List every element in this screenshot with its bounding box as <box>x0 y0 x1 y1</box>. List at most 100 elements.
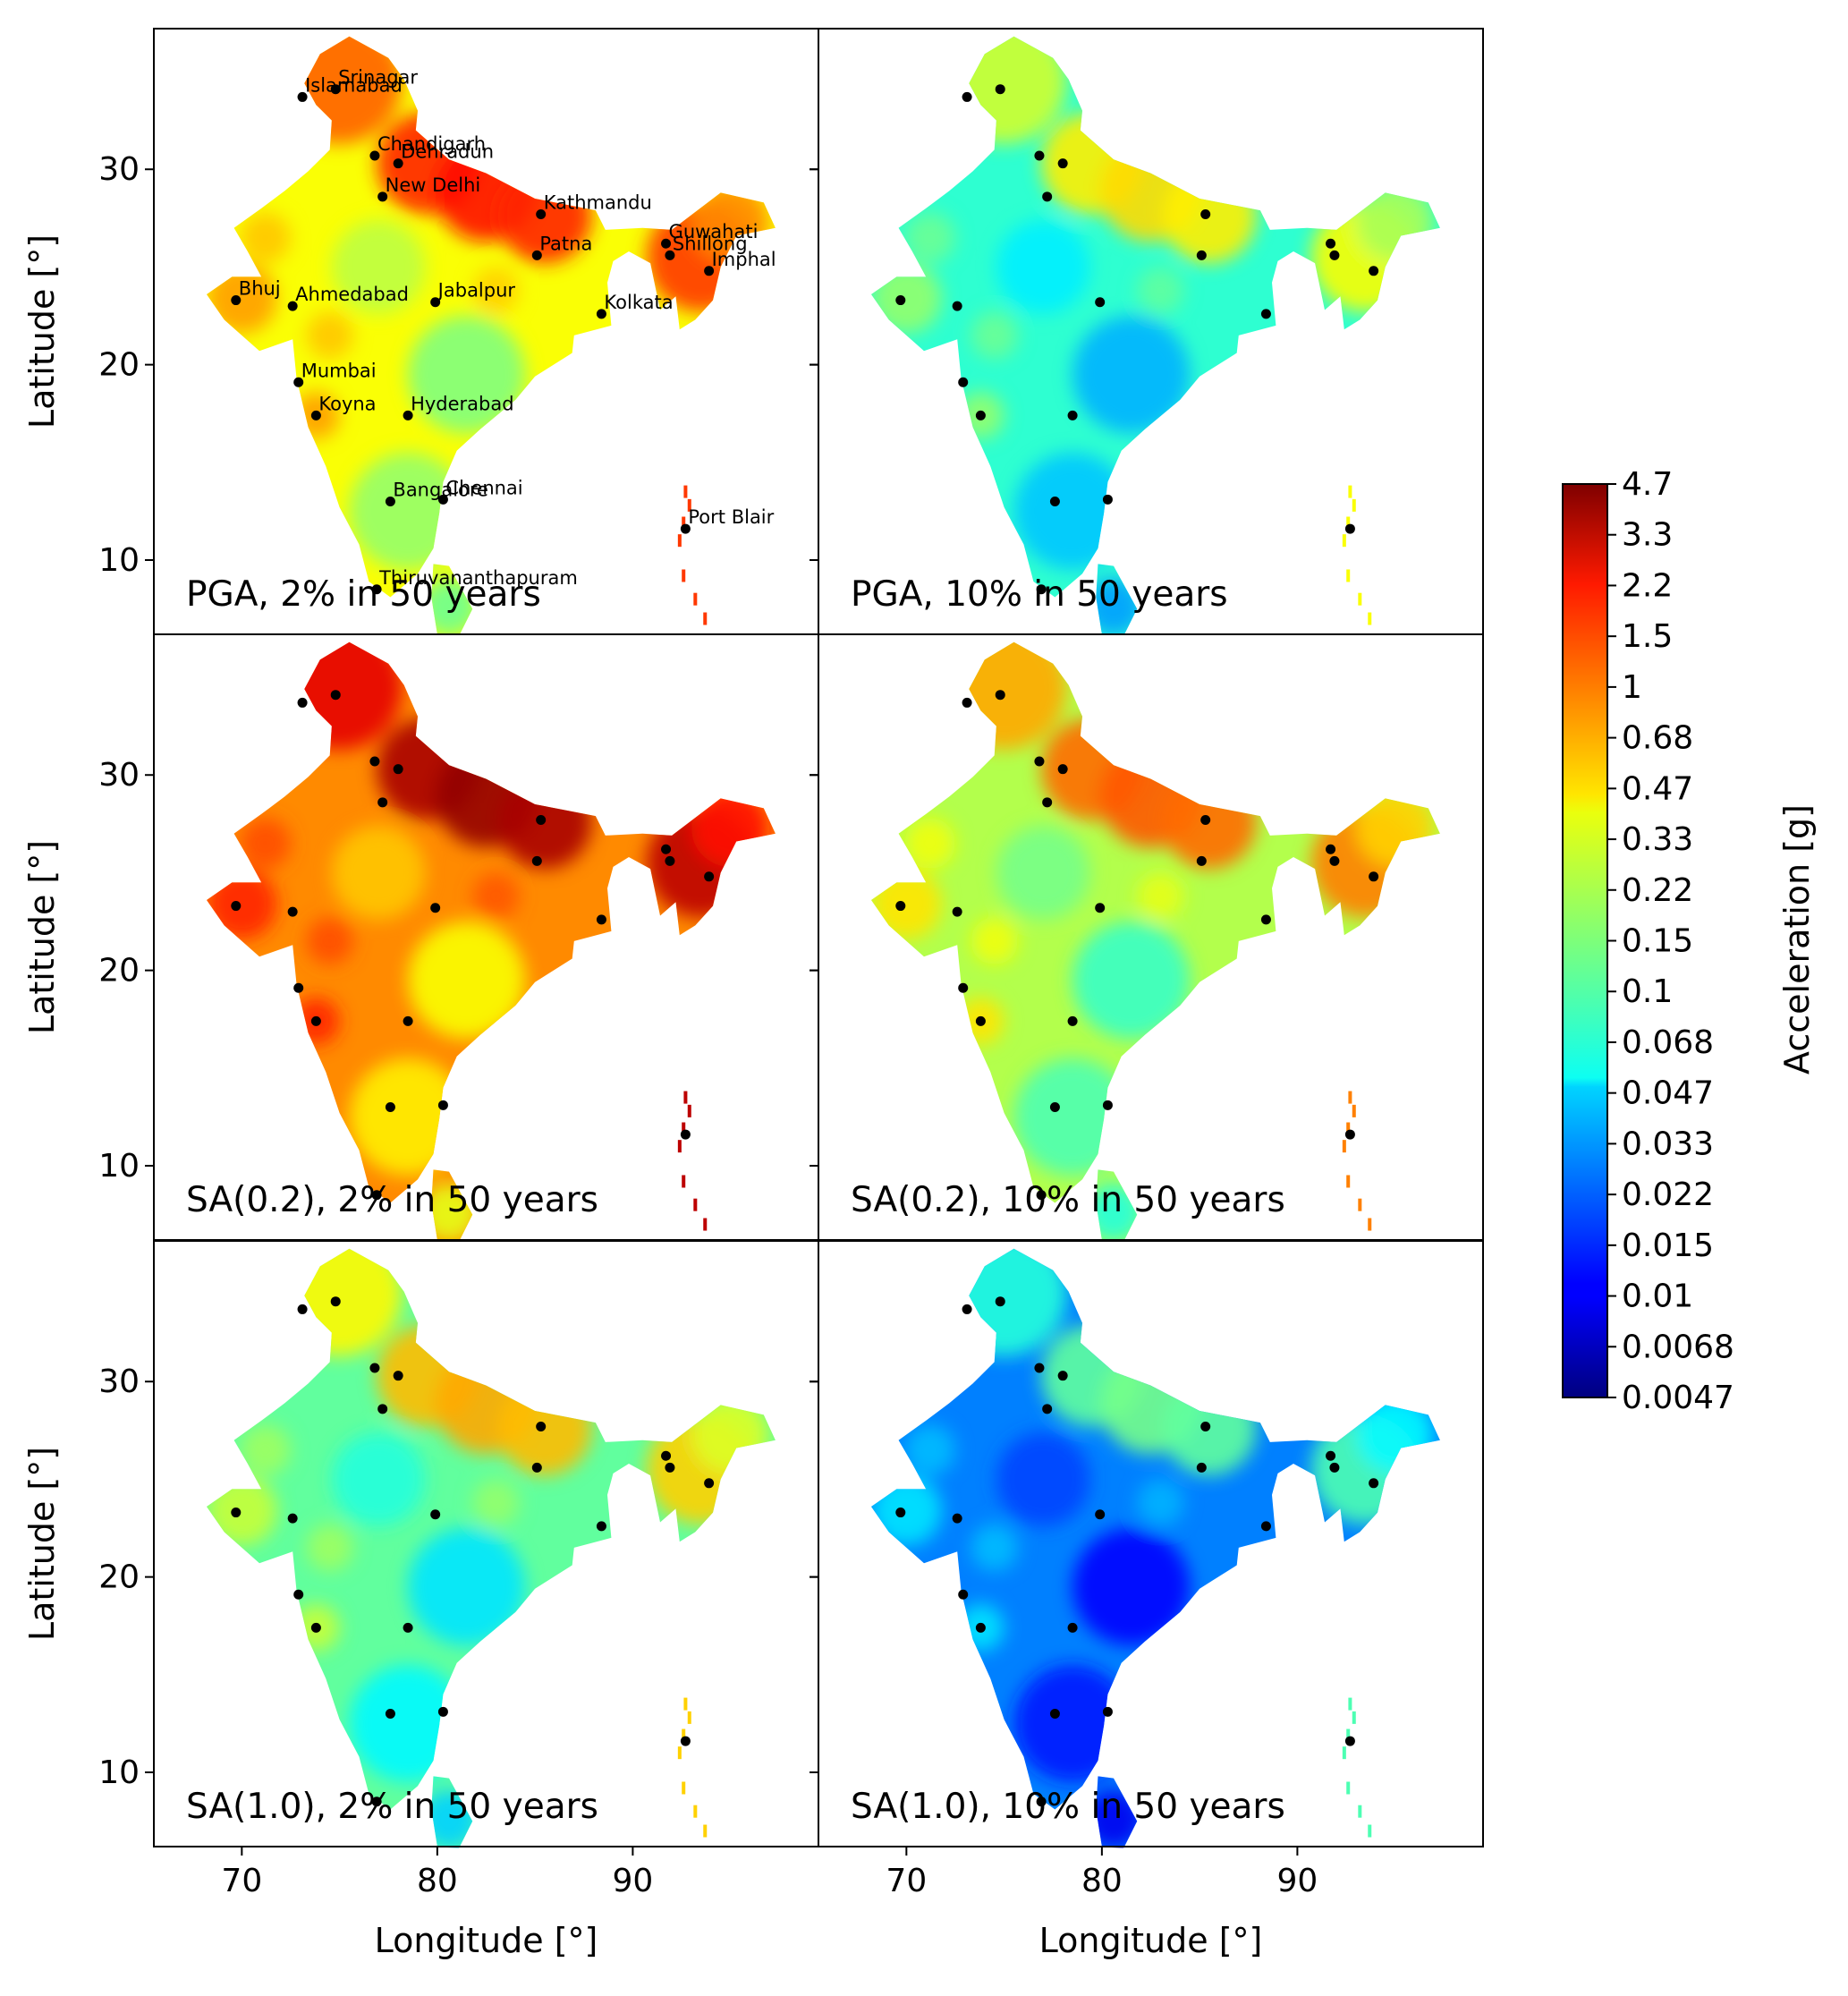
island-marker <box>1368 1218 1372 1231</box>
city-marker <box>1057 1371 1068 1381</box>
city-marker <box>661 238 672 249</box>
x-tick-label: 90 <box>1276 1863 1318 1899</box>
city-marker <box>393 1371 403 1381</box>
colorbar-tick-label: 0.15 <box>1622 923 1693 960</box>
y-axis-title: Latitude [°] <box>22 1447 62 1641</box>
city-label: Koyna <box>318 393 376 414</box>
island-marker <box>1358 1198 1362 1211</box>
city-marker <box>369 150 380 161</box>
hazard-high-zone <box>240 818 291 870</box>
city-marker <box>310 1622 321 1633</box>
hazard-low-zone <box>331 219 426 314</box>
island-marker <box>682 1781 686 1795</box>
y-tick-label: 30 <box>98 757 140 794</box>
city-marker <box>287 906 298 917</box>
y-tick-label: 20 <box>98 953 140 990</box>
city-marker <box>596 1521 606 1532</box>
island-marker <box>677 534 682 548</box>
city-marker <box>531 855 542 866</box>
hazard-low-zone <box>1072 921 1191 1040</box>
city-marker <box>385 496 395 506</box>
map-panel-sa02-2: SA(0.2), 2% in 50 years 10 20 30 <box>98 633 819 1243</box>
city-label: Thiruvananthapuram <box>378 567 578 589</box>
city-marker <box>661 1450 672 1461</box>
city-marker <box>665 250 675 260</box>
island-marker <box>703 612 708 625</box>
island-marker <box>1358 592 1362 606</box>
island-marker <box>1348 485 1352 498</box>
city-marker <box>958 1589 969 1600</box>
city-marker <box>1067 1015 1078 1026</box>
city-marker <box>1326 844 1336 854</box>
city-marker <box>1042 1404 1053 1414</box>
city-marker <box>895 1508 906 1518</box>
hazard-high-zone <box>904 212 955 264</box>
city-label: Hyderabad <box>411 393 514 414</box>
figure-axes: Latitude [°] Latitude [°] Longitude [°] Lat… <box>22 234 1262 1960</box>
city-marker <box>371 1190 382 1201</box>
hazard-low-zone <box>996 219 1090 314</box>
island-marker <box>683 1697 688 1711</box>
city-marker <box>531 1462 542 1473</box>
city-marker <box>962 91 972 102</box>
city-marker <box>1200 208 1211 219</box>
city-marker <box>1095 297 1106 308</box>
city-marker <box>1049 1101 1060 1112</box>
city-marker <box>1067 1622 1078 1633</box>
map-panel-sa10-10: SA(1.0), 10% in 50 years 70 80 90 <box>810 1240 1484 1899</box>
city-marker <box>430 903 441 913</box>
city-marker <box>310 1015 321 1026</box>
colorbar-tick-label: 0.015 <box>1622 1227 1714 1264</box>
city-marker <box>1329 250 1340 260</box>
city-label: Dehradun <box>401 141 494 163</box>
panel-label: SA(0.2), 10% in 50 years <box>851 1180 1285 1220</box>
colorbar-tick-label: 1.5 <box>1622 618 1673 655</box>
colorbar-tick-label: 0.0068 <box>1622 1329 1734 1365</box>
island-marker <box>682 516 686 530</box>
city-marker <box>1102 1706 1113 1717</box>
hazard-high-zone <box>971 311 1018 360</box>
city-marker <box>287 1513 298 1524</box>
city-marker <box>1042 191 1053 202</box>
x-tick-label: 90 <box>612 1863 653 1899</box>
panel-label: SA(0.2), 2% in 50 years <box>186 1180 598 1220</box>
hazard-low-zone <box>408 921 526 1040</box>
y-tick-label: 10 <box>98 1754 140 1791</box>
island-marker <box>677 1746 682 1760</box>
city-marker <box>952 301 962 311</box>
city-marker <box>330 690 341 701</box>
city-marker <box>1260 309 1271 319</box>
island-marker <box>693 592 698 606</box>
city-marker <box>895 901 906 912</box>
colorbar-tick-label: 4.7 <box>1622 466 1673 503</box>
island-marker <box>1352 1104 1356 1117</box>
panel-label: SA(1.0), 2% in 50 years <box>186 1787 598 1827</box>
city-marker <box>536 814 547 825</box>
city-marker <box>995 84 1005 95</box>
panel-label: PGA, 10% in 50 years <box>851 574 1228 615</box>
hazard-high-zone <box>306 917 353 965</box>
city-marker <box>1196 250 1207 260</box>
island-marker <box>1348 1091 1352 1104</box>
panel-label: SA(1.0), 10% in 50 years <box>851 1787 1285 1827</box>
city-marker <box>385 1708 395 1719</box>
island-marker <box>1342 1746 1346 1760</box>
city-marker <box>1196 1462 1207 1473</box>
hazard-high-zone <box>971 1524 1018 1572</box>
hazard-high-zone <box>904 818 955 870</box>
city-marker <box>377 191 388 202</box>
city-marker <box>437 1706 448 1717</box>
city-marker <box>1057 158 1068 169</box>
city-marker <box>297 91 308 102</box>
x-tick-label: 70 <box>221 1863 262 1899</box>
colorbar-tick-label: 0.0047 <box>1622 1380 1734 1416</box>
city-marker <box>393 158 403 169</box>
city-marker <box>1034 150 1045 161</box>
y-tick-label: 10 <box>98 1148 140 1185</box>
panel-label: PGA, 2% in 50 years <box>186 574 541 615</box>
city-marker <box>975 1015 986 1026</box>
city-label: Port Blair <box>688 506 774 528</box>
city-marker <box>995 1296 1005 1307</box>
island-marker <box>687 1711 691 1724</box>
colorbar-tick-label: 0.022 <box>1622 1176 1714 1213</box>
